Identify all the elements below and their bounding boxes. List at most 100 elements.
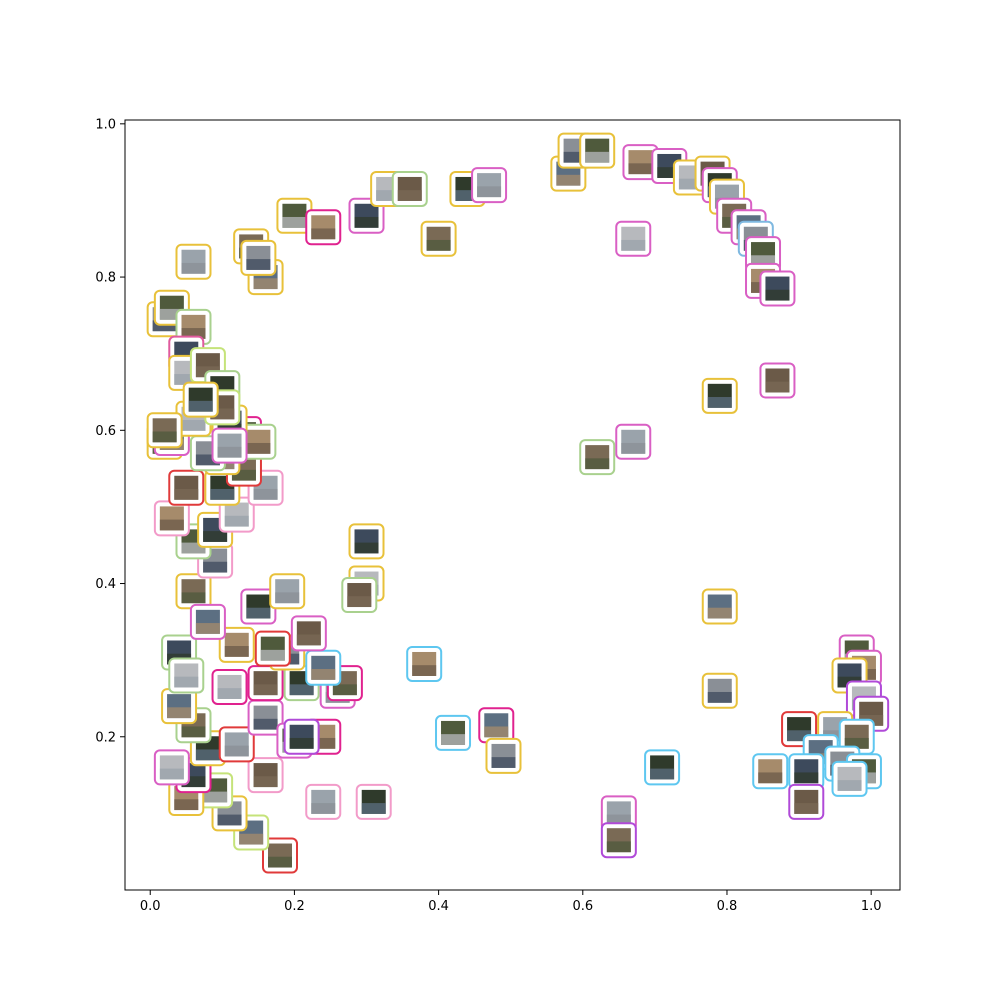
image-thumbnail-detail (195, 623, 220, 634)
image-thumbnail-detail (426, 239, 451, 251)
image-point (305, 783, 342, 820)
image-thumbnail-detail (311, 737, 336, 749)
y-axis: 0.2 0.4 0.6 0.8 1.0 (95, 117, 125, 745)
image-thumbnail-detail (181, 420, 206, 431)
image-point (478, 707, 515, 744)
image-thumbnail-detail (354, 542, 379, 554)
image-thumbnail-detail (152, 320, 177, 332)
image-thumbnail-detail (491, 757, 516, 768)
image-thumbnail-detail (246, 259, 271, 270)
image-point (240, 239, 277, 276)
image-point (290, 615, 327, 652)
x-tick-label: 0.4 (428, 899, 449, 914)
image-thumbnail-detail (347, 596, 372, 608)
image-thumbnail-detail (787, 730, 812, 742)
image-thumbnail-detail (678, 178, 703, 190)
image-point (471, 167, 508, 204)
image-point (182, 381, 219, 418)
image-point (745, 236, 782, 273)
image-point (600, 822, 637, 859)
image-thumbnail-detail (556, 174, 581, 186)
image-thumbnail-detail (455, 190, 480, 201)
image-thumbnail-detail (606, 814, 631, 826)
image-point (391, 170, 428, 207)
image-thumbnail-detail (253, 684, 278, 696)
image-point (788, 753, 825, 790)
image-thumbnail-detail (174, 799, 199, 811)
image-thumbnail-detail (628, 163, 653, 175)
image-point (153, 749, 190, 786)
image-point (276, 197, 313, 234)
x-tick-label: 0.8 (717, 899, 738, 914)
image-thumbnail-detail (765, 289, 790, 301)
image-thumbnail-detail (606, 841, 631, 853)
image-point (406, 645, 443, 682)
image-thumbnail-detail (585, 458, 610, 470)
image-point (622, 144, 659, 181)
image-thumbnail-detail (224, 646, 249, 657)
image-thumbnail-detail (217, 688, 242, 699)
image-point (168, 657, 205, 694)
image-thumbnail-detail (159, 308, 184, 320)
image-thumbnail-detail (657, 167, 682, 178)
image-thumbnail-detail (707, 607, 732, 619)
image-thumbnail-detail (188, 400, 213, 412)
image-point (283, 718, 320, 755)
image-thumbnail-detail (412, 665, 437, 676)
y-tick-label: 0.8 (95, 271, 116, 286)
image-thumbnail-detail (794, 803, 819, 814)
image-thumbnail-detail (585, 151, 610, 163)
y-tick-label: 0.4 (95, 577, 116, 592)
image-thumbnail-detail (354, 216, 379, 228)
image-thumbnail-detail (203, 561, 228, 573)
image-point (355, 783, 392, 820)
x-tick-label: 0.6 (572, 899, 593, 914)
image-thumbnail-detail (159, 519, 184, 531)
x-tick-label: 0.2 (284, 899, 305, 914)
image-point (218, 496, 255, 533)
image-point (175, 573, 212, 610)
image-thumbnail-detail (181, 542, 206, 554)
x-tick-label: 1.0 (861, 899, 882, 914)
image-thumbnail-detail (246, 607, 271, 619)
image-thumbnail-detail (289, 684, 314, 696)
image-thumbnail-detail (224, 515, 249, 527)
image-point (262, 837, 298, 874)
image-point (254, 630, 291, 667)
image-thumbnail-detail (217, 446, 242, 458)
image-point (247, 757, 284, 794)
image-point (579, 132, 616, 169)
data-points (146, 132, 890, 874)
image-thumbnail-detail (217, 814, 242, 826)
image-thumbnail-detail (621, 442, 646, 454)
image-thumbnail-detail (224, 745, 249, 757)
image-point (485, 737, 522, 774)
image-thumbnail-detail (844, 737, 869, 749)
image-thumbnail-detail (152, 431, 177, 443)
image-thumbnail-detail (181, 262, 206, 274)
image-point (600, 795, 637, 832)
image-point (247, 665, 284, 702)
image-point (831, 760, 868, 797)
image-point (579, 439, 616, 476)
image-thumbnail-detail (159, 768, 184, 780)
image-thumbnail-detail (210, 408, 235, 420)
image-thumbnail-detail (794, 772, 819, 784)
image-thumbnail-detail (707, 397, 732, 408)
image-point (218, 726, 255, 763)
image-point (435, 714, 472, 751)
image-thumbnail-detail (275, 592, 300, 604)
image-thumbnail-detail (282, 216, 307, 228)
y-tick-label: 1.0 (95, 117, 116, 132)
image-thumbnail-detail (174, 374, 199, 385)
image-point (269, 573, 306, 610)
image-thumbnail-detail (174, 676, 199, 688)
image-thumbnail-detail (837, 780, 862, 791)
image-thumbnail-detail (174, 488, 199, 500)
image-point (838, 718, 875, 755)
y-tick-label: 0.6 (95, 424, 116, 439)
image-thumbnail-detail (621, 239, 646, 251)
image-point (752, 753, 789, 790)
image-point (759, 362, 796, 399)
image-thumbnail-detail (195, 454, 220, 466)
